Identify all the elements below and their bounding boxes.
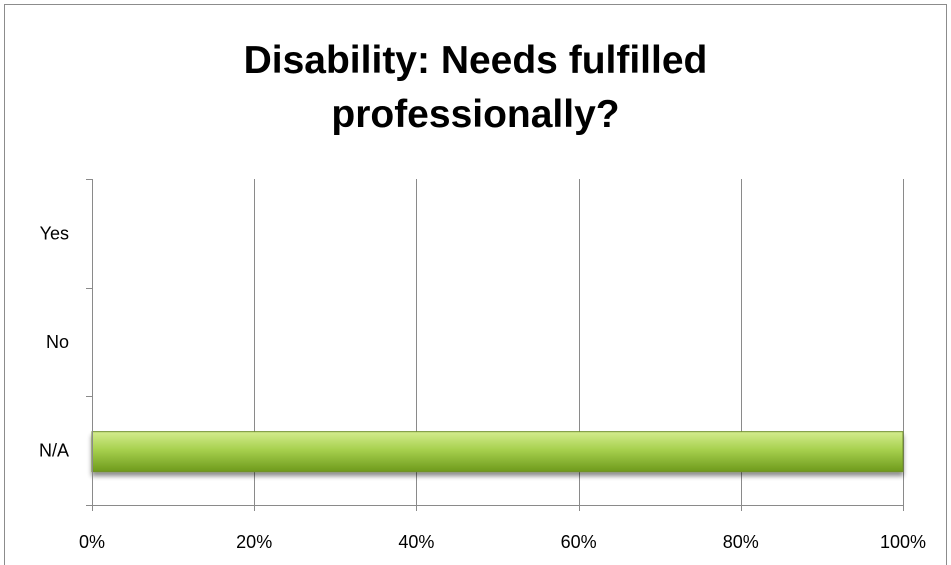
y-tick-label-2: N/A xyxy=(39,441,69,461)
bar-n-a xyxy=(91,431,904,473)
tick-labels: 0% 20% 40% 60% 80% 100% Yes No N/A xyxy=(39,223,926,552)
x-tick-label-4: 80% xyxy=(723,532,759,552)
x-tick-label-5: 100% xyxy=(880,532,926,552)
axes xyxy=(86,179,904,511)
x-tick-label-1: 20% xyxy=(236,532,272,552)
chart-title: Disability: Needs fulfilled professional… xyxy=(243,39,708,136)
y-tick-label-1: No xyxy=(46,332,69,352)
x-tick-label-0: 0% xyxy=(79,532,105,552)
x-tick-label-3: 60% xyxy=(561,532,597,552)
y-tick-label-0: Yes xyxy=(40,223,69,243)
bars xyxy=(91,431,904,473)
x-tick-label-2: 40% xyxy=(398,532,434,552)
